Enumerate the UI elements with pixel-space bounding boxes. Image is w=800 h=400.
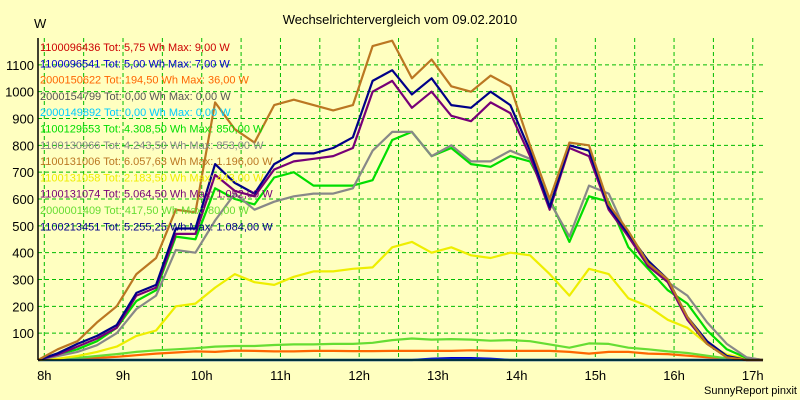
x-tick-label: 14h <box>506 368 528 383</box>
legend-entry: 1100130966 Tot: 4.243,50 Wh Max: 853,00 … <box>40 140 264 152</box>
legend-entry: 2000001409 Tot: 417,50 Wh Max: 80,00 W <box>40 205 250 217</box>
y-tick-label: 100 <box>12 326 34 341</box>
y-tick-label: 900 <box>12 112 34 127</box>
series-line <box>37 240 764 362</box>
y-tick-label: 300 <box>12 273 34 288</box>
y-tick-label: 400 <box>12 246 34 261</box>
y-tick-label: 600 <box>12 192 34 207</box>
series-line <box>37 349 764 362</box>
y-tick-label: 1000 <box>5 85 34 100</box>
legend-entry: 1100096541 Tot: 5,00 Wh Max: 7,00 W <box>40 58 230 70</box>
y-tick-label: 800 <box>12 138 34 153</box>
footer-text: SunnyReport pinxit <box>704 385 797 397</box>
y-tick-labels: 100 200 300 400 500 600 700 800 900 1000 1100 <box>5 58 34 341</box>
y-tick-label: 200 <box>12 299 34 314</box>
legend-entry: 2000149892 Tot: 0,00 Wh Max: 0,00 W <box>40 107 231 119</box>
series-line <box>37 337 764 362</box>
y-axis-label: W <box>34 16 47 31</box>
chart-title: Wechselrichtervergleich vom 09.02.2010 <box>283 12 518 27</box>
legend-entry: 2000154799 Tot: 0,00 Wh Max: 0,00 W <box>40 91 231 103</box>
y-tick-label: 500 <box>12 219 34 234</box>
legend-entry: 1100131006 Tot: 6.057,63 Wh Max: 1.196,0… <box>40 156 273 168</box>
legend: 1100096436 Tot: 5,75 Wh Max: 9,00 W 11000… <box>40 42 273 233</box>
legend-entry: 2000150622 Tot: 194,50 Wh Max: 36,00 W <box>40 75 250 87</box>
x-tick-label: 13h <box>427 368 449 383</box>
x-tick-label: 16h <box>663 368 685 383</box>
x-tick-label: 10h <box>191 368 213 383</box>
legend-entry: 1100213451 Tot: 5.255,25 Wh Max: 1.084,0… <box>40 221 273 233</box>
legend-entry: 1100129553 Tot: 4.308,50 Wh Max: 850,00 … <box>40 124 264 136</box>
x-tick-label: 11h <box>270 368 291 383</box>
x-tick-label: 12h <box>348 368 370 383</box>
legend-entry: 1100096436 Tot: 5,75 Wh Max: 9,00 W <box>40 42 230 54</box>
x-tick-label: 17h <box>742 368 764 383</box>
x-tick-label: 9h <box>116 368 130 383</box>
legend-entry: 1100131058 Tot: 2.183,50 Wh Max: 443,00 … <box>40 172 264 184</box>
series-line <box>37 39 763 362</box>
x-tick-labels: 8h 9h 10h 11h 12h 13h 14h 15h 16h 17h <box>37 368 764 383</box>
x-tick-label: 15h <box>584 368 606 383</box>
y-tick-label: 1100 <box>6 58 34 73</box>
legend-entry: 1100131074 Tot: 5.064,50 Wh Max: 1.052,0… <box>40 189 273 201</box>
y-tick-label: 700 <box>12 165 34 180</box>
x-tick-label: 8h <box>37 368 51 383</box>
